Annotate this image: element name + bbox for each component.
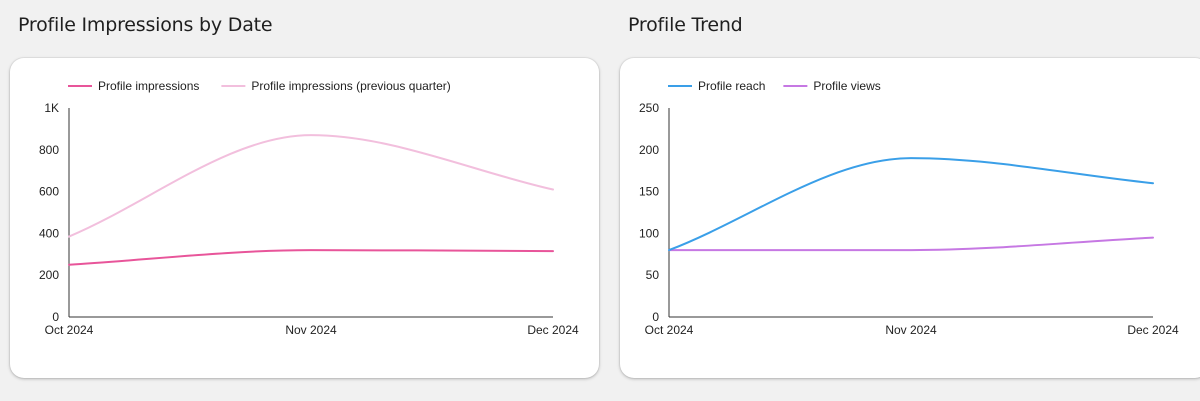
x-tick-label: Oct 2024 bbox=[45, 323, 94, 337]
legend-item-profile-impressions[interactable]: Profile impressions bbox=[68, 79, 199, 93]
series-line-profile-reach[interactable] bbox=[668, 157, 1154, 252]
impressions-chart-card: Profile impressions Profile impressions (… bbox=[10, 58, 599, 378]
profile-trend-chart-title: Profile Trend bbox=[628, 14, 743, 36]
legend-label-profile-reach: Profile reach bbox=[698, 79, 765, 93]
series-line-profile-views[interactable] bbox=[668, 236, 1154, 252]
legend-item-profile-views[interactable]: Profile views bbox=[783, 79, 881, 93]
legend-label-profile-views: Profile views bbox=[813, 79, 880, 93]
series-line-profile-impressions[interactable] bbox=[68, 249, 554, 266]
profile-trend-chart-card: Profile reach Profile views 0 50 100 150 200 25… bbox=[620, 58, 1200, 378]
y-tick-label: 600 bbox=[39, 185, 59, 199]
x-tick-label: Nov 2024 bbox=[285, 323, 337, 337]
y-tick-label: 0 bbox=[52, 310, 59, 324]
y-tick-label: 200 bbox=[39, 268, 59, 282]
x-tick-label: Dec 2024 bbox=[527, 323, 579, 337]
impressions-line-chart: Profile impressions Profile impressions (… bbox=[39, 79, 579, 337]
x-tick-label: Nov 2024 bbox=[885, 323, 937, 337]
impressions-chart-title: Profile Impressions by Date bbox=[18, 14, 273, 36]
y-tick-label: 1K bbox=[44, 101, 59, 115]
y-tick-label: 200 bbox=[639, 143, 659, 157]
y-tick-label: 0 bbox=[652, 310, 659, 324]
series-line-profile-impressions-previous-quarter[interactable] bbox=[68, 134, 554, 238]
legend-item-profile-reach[interactable]: Profile reach bbox=[668, 79, 765, 93]
y-tick-label: 250 bbox=[639, 101, 659, 115]
y-tick-label: 150 bbox=[639, 185, 659, 199]
y-tick-label: 50 bbox=[646, 268, 660, 282]
legend-label-profile-impressions: Profile impressions bbox=[98, 79, 199, 93]
x-tick-label: Oct 2024 bbox=[645, 323, 694, 337]
y-tick-label: 100 bbox=[639, 226, 659, 240]
y-tick-label: 800 bbox=[39, 143, 59, 157]
legend-label-profile-impressions-previous-quarter: Profile impressions (previous quarter) bbox=[251, 79, 450, 93]
profile-trend-line-chart: Profile reach Profile views 0 50 100 150 200 25… bbox=[639, 79, 1179, 337]
legend-item-profile-impressions-previous-quarter[interactable]: Profile impressions (previous quarter) bbox=[221, 79, 451, 93]
x-tick-label: Dec 2024 bbox=[1127, 323, 1179, 337]
y-tick-label: 400 bbox=[39, 226, 59, 240]
